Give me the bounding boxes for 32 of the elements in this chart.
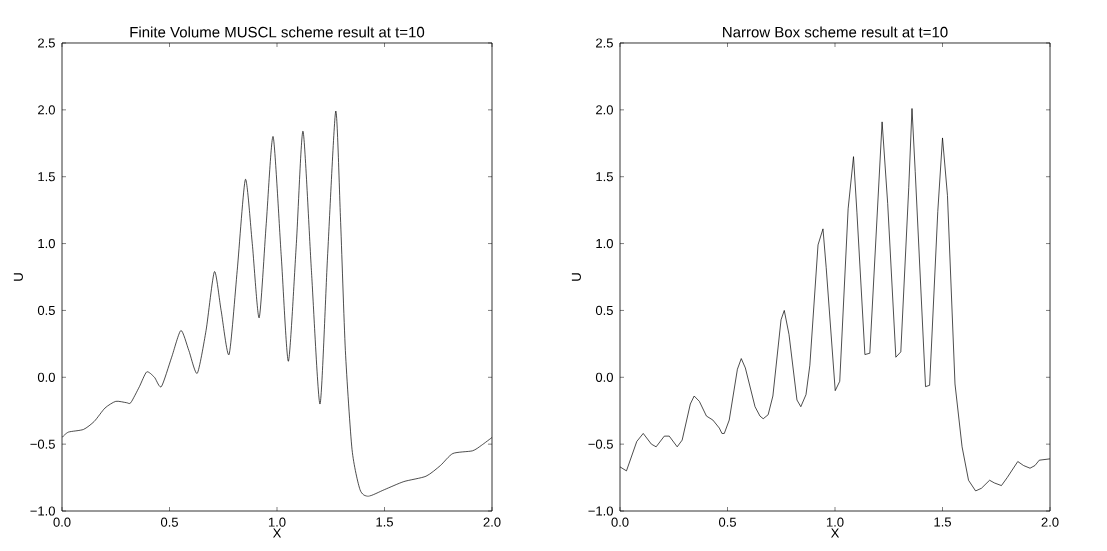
y-axis-title: U [13, 273, 23, 281]
y-tick-label: 0.5 [595, 305, 613, 316]
y-tick-label: −1.0 [30, 506, 55, 516]
x-tick-label: 0.5 [718, 517, 736, 527]
x-tick-label: 1.5 [376, 517, 393, 527]
y-tick-label: 1.5 [38, 172, 55, 182]
x-axis-title: X [830, 528, 840, 538]
x-tick-label: 0.0 [53, 517, 71, 527]
x-tick-label: 1.5 [934, 517, 951, 527]
x-tick-label: 1.0 [268, 517, 286, 527]
x-tick-label: 0.0 [611, 517, 629, 527]
y-tick-label: −0.5 [30, 439, 55, 449]
x-tick-label: 1.0 [826, 517, 844, 527]
y-tick-label: 2.5 [38, 38, 55, 48]
y-tick-label: −1.0 [588, 506, 613, 516]
y-tick-label: 1.0 [38, 238, 55, 249]
y-tick-label: 2.0 [596, 105, 613, 115]
chart-title: Narrow Box scheme result at t=10 [723, 26, 948, 38]
y-tick-label: 0.5 [37, 305, 55, 316]
y-tick-label: 2.5 [596, 38, 613, 48]
y-tick-label: 2.0 [38, 105, 55, 115]
y-tick-label: 1.5 [596, 172, 613, 182]
x-tick-label: 2.0 [1041, 517, 1059, 527]
y-tick-label: 0.0 [595, 372, 613, 382]
y-tick-label: −0.5 [588, 439, 613, 449]
chart-title: Finite Volume MUSCL scheme result at t=10 [130, 26, 425, 38]
y-tick-label: 0.0 [37, 372, 55, 382]
y-tick-label: 1.0 [596, 238, 613, 249]
x-tick-label: 0.5 [160, 517, 178, 527]
x-axis-title: X [272, 528, 282, 538]
y-axis-title: U [571, 273, 581, 281]
x-tick-label: 2.0 [483, 517, 501, 527]
